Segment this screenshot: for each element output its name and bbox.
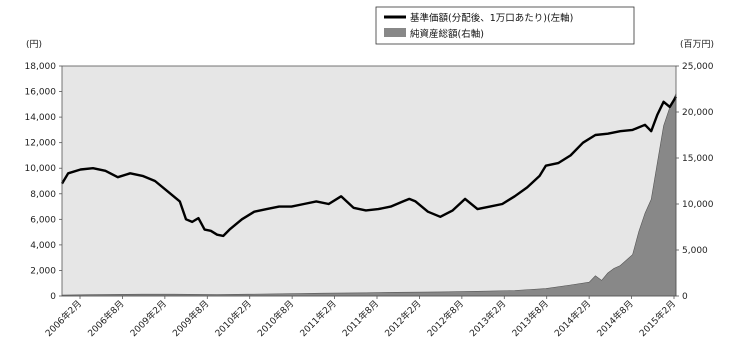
x-tick-label: 2012年8月 [425,298,466,339]
left-axis: 0 2,000 4,000 6,000 8,000 10,000 12,000 14,000 1… [25,62,62,302]
plot-area [62,66,676,296]
left-tick-label: 6,000 [30,215,56,225]
x-axis: 2006年2月 2006年8月 2009年2月 2009年8月 2010年2月 2010年… [43,296,678,339]
x-tick-label: 2010年2月 [212,298,253,339]
right-tick-label: 25,000 [682,62,714,72]
right-tick-label: 5,000 [682,246,708,256]
legend-swatch-area [384,28,406,37]
left-tick-label: 14,000 [25,113,57,123]
left-tick-label: 12,000 [25,139,57,149]
x-tick-label: 2013年8月 [509,298,550,339]
left-tick-label: 0 [50,292,56,302]
area-series [61,93,677,297]
nav-line [60,96,678,238]
x-tick-label: 2011年2月 [297,298,338,339]
x-tick-label: 2013年2月 [467,298,508,339]
line-series [60,96,678,238]
x-tick-label: 2014年2月 [552,298,593,339]
right-axis: 0 5,000 10,000 15,000 20,000 25,000 [676,62,714,302]
legend-box [375,6,635,45]
left-tick-label: 8,000 [30,190,56,200]
x-tick-label: 2012年2月 [382,298,423,339]
left-tick-label: 16,000 [25,88,57,98]
legend: 基準価額(分配後、1万口あたり)(左軸) 純資産総額(右軸) [375,6,635,45]
right-axis-unit: (百万円) [680,39,714,50]
legend-label-nav: 基準価額(分配後、1万口あたり)(左軸) [410,12,573,24]
x-tick-label: 2014年8月 [594,298,635,339]
right-tick-label: 15,000 [682,154,714,164]
right-tick-label: 10,000 [682,200,714,210]
left-tick-label: 18,000 [25,62,57,72]
right-tick-label: 20,000 [682,108,714,118]
x-tick-label: 2011年8月 [340,298,381,339]
plot-frame [61,65,677,297]
left-tick-label: 4,000 [30,241,56,251]
left-tick-label: 10,000 [25,164,57,174]
x-tick-label: 2015年2月 [637,298,678,339]
left-tick-label: 2,000 [30,266,56,276]
x-tick-label: 2009年8月 [170,298,211,339]
x-tick-label: 2006年8月 [85,298,126,339]
x-tick-label: 2009年2月 [128,298,169,339]
right-tick-label: 0 [682,292,688,302]
net-assets-area [61,93,677,297]
legend-label-assets: 純資産総額(右軸) [410,28,484,40]
x-tick-label: 2006年2月 [43,298,84,339]
x-tick-label: 2010年8月 [255,298,296,339]
left-axis-unit: (円) [26,39,42,50]
